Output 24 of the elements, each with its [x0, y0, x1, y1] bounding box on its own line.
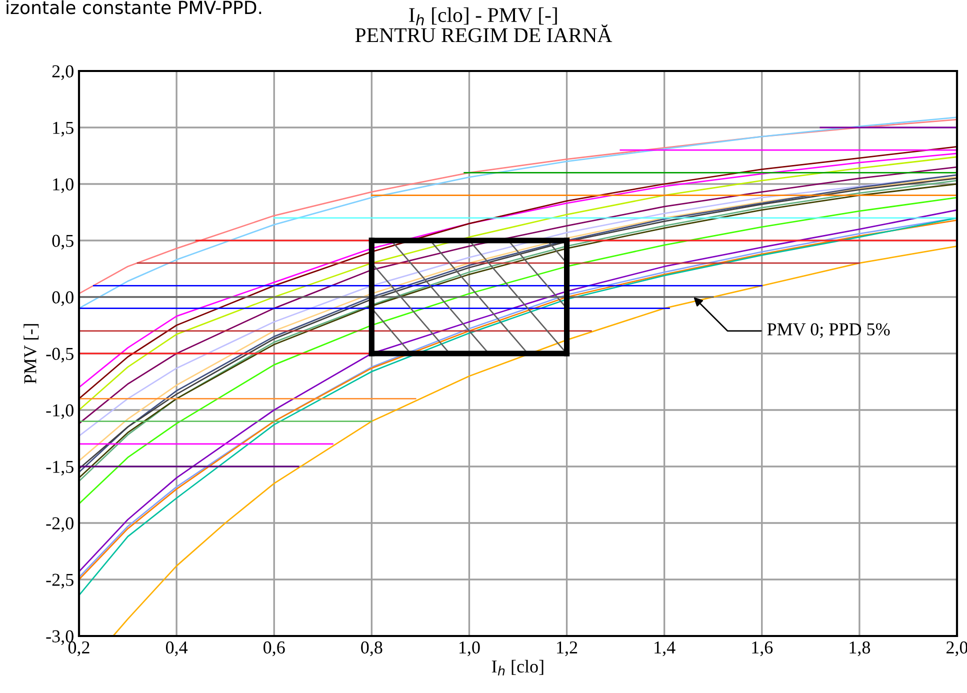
- x-tick-label: 1,4: [654, 641, 676, 656]
- y-tick-label: -0,5: [46, 348, 74, 363]
- chart-title: I$_{h}$ [clo] - PMV [-]: [409, 7, 557, 26]
- y-tick-label: -1,5: [46, 460, 74, 476]
- y-tick-label: -2,5: [46, 574, 74, 589]
- y-tick-label: 0,5: [52, 234, 74, 250]
- text: izontale constante PMV-PPD.: [6, 0, 262, 14]
- x-tick-label: 0,6: [264, 641, 285, 656]
- y-tick-label: -2,0: [46, 517, 74, 532]
- x-tick-label: 1,8: [850, 641, 870, 656]
- annotation: PMV 0; PPD 5%: [767, 323, 890, 338]
- x-tick-label: 1,0: [460, 641, 480, 656]
- y-tick-label: 1,5: [53, 122, 74, 137]
- y-axis-title: PMV [-]: [24, 324, 39, 384]
- x-tick-label: 1,2: [557, 641, 578, 656]
- y-tick-label: 2,0: [52, 65, 74, 80]
- y-tick-label: 1,0: [53, 178, 74, 194]
- x-tick-label: 0,8: [361, 641, 382, 656]
- x-tick-label: 1,6: [752, 641, 773, 656]
- chart-subtitle: PENTRU REGIM DE IARNĂ: [355, 24, 612, 42]
- y-tick-label: 0,0: [52, 291, 74, 306]
- x-axis-title: I$_{h}$ [clo]: [492, 660, 544, 676]
- x-tick-label: 0,4: [166, 641, 188, 656]
- y-tick-label: -1,0: [46, 404, 74, 420]
